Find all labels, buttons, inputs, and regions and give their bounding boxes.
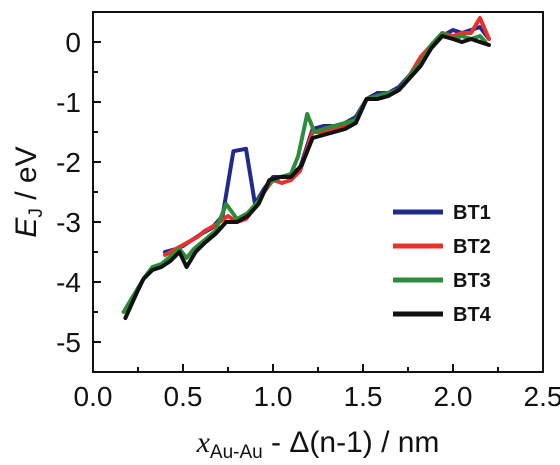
y-tick-label: -2 <box>56 147 81 178</box>
x-axis-label-symbol: x <box>196 426 211 459</box>
y-tick-label: -1 <box>56 87 81 118</box>
legend-label-bt2: BT2 <box>453 236 491 258</box>
x-axis-label-subscript: Au-Au <box>210 442 263 463</box>
x-axis: 0.0 0.5 1.0 1.5 2.0 2.5 <box>74 364 560 412</box>
x-tick-label: 2.5 <box>524 381 560 412</box>
y-axis: 0 -1 -2 -3 -4 -5 <box>56 11 101 373</box>
series-line-bt4 <box>123 34 491 320</box>
y-tick-label: 0 <box>65 27 81 58</box>
legend-label-bt3: BT3 <box>453 270 491 292</box>
series-line-bt1 <box>163 25 491 254</box>
series-line-bt3 <box>121 31 488 314</box>
legend-label-bt4: BT4 <box>453 304 492 326</box>
x-tick-label: 1.0 <box>254 381 293 412</box>
plot-lines <box>121 16 491 320</box>
y-axis-label-symbol: E <box>10 217 43 238</box>
y-tick-label: -5 <box>56 327 81 358</box>
y-tick-label: -3 <box>56 207 81 238</box>
legend-label-bt1: BT1 <box>453 202 491 224</box>
y-axis-label: EJ / eV <box>10 146 47 237</box>
x-tick-label: 0.5 <box>164 381 203 412</box>
x-axis-label-suffix: - Δ(n-1) / nm <box>263 426 440 459</box>
x-tick-label: 1.5 <box>344 381 383 412</box>
x-tick-label: 2.0 <box>434 381 473 412</box>
y-axis-label-subscript: J <box>26 208 47 218</box>
x-axis-label: xAu-Au - Δ(n-1) / nm <box>196 426 440 463</box>
y-axis-label-suffix: / eV <box>10 146 43 208</box>
x-tick-label: 0.0 <box>74 381 113 412</box>
legend: BT1 BT2 BT3 BT4 <box>393 202 492 326</box>
series-line-bt2 <box>163 16 491 257</box>
y-tick-label: -4 <box>56 267 81 298</box>
